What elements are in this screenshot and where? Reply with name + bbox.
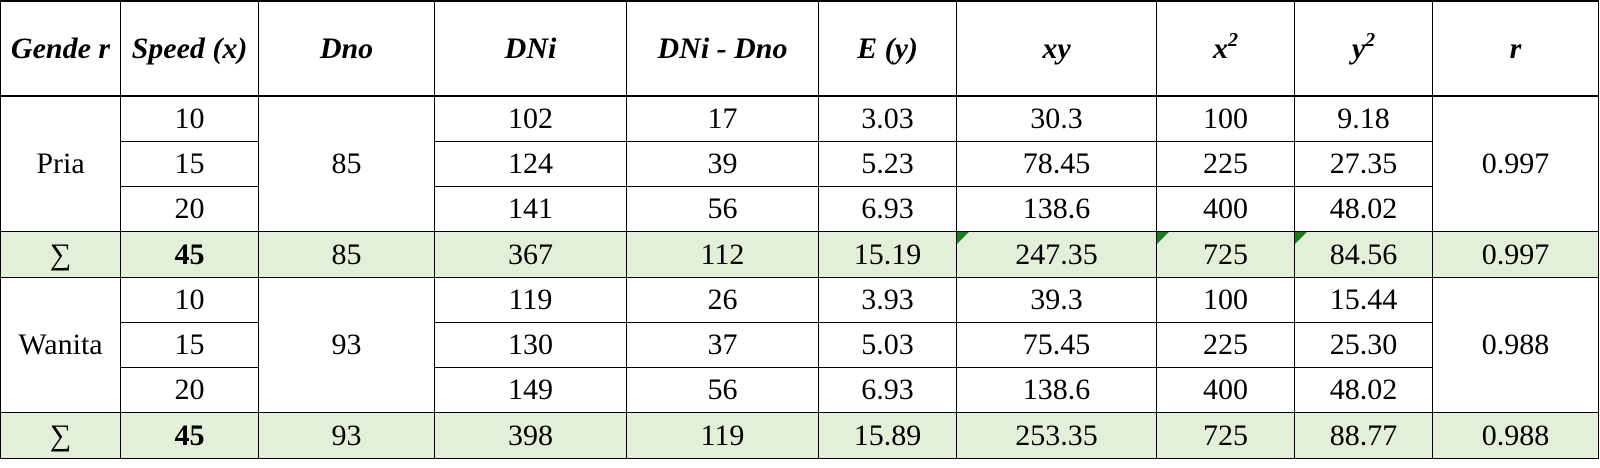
table-row: Pria 10 85 102 17 3.03 30.3 100 9.18 0.9… (0, 96, 1599, 232)
header-y2-exp: 2 (1365, 28, 1376, 51)
sum-x2: 725 (1156, 231, 1295, 278)
diff-cell: 56 (626, 186, 819, 232)
table-row: 15 130 37 5.03 75.45 225 25.30 (1, 322, 1599, 368)
sum-xy: 253.35 (956, 412, 1157, 459)
e-cell: 3.93 (818, 277, 957, 323)
dno-cell: 85 (258, 96, 435, 232)
sum-r: 0.988 (1432, 412, 1599, 459)
table-row: 15 124 39 5.23 78.45 225 27.35 (1, 141, 1599, 187)
sum-xy: 247.35 (956, 231, 1157, 278)
sum-y2: 84.56 (1294, 231, 1433, 278)
x2-cell: 100 (1156, 96, 1295, 142)
header-y2-base: y (1351, 31, 1366, 65)
sum-diff: 112 (626, 231, 819, 278)
xy-cell: 138.6 (956, 367, 1157, 413)
header-dno: Dno (258, 0, 435, 97)
sum-row: ∑ 45 93 398 119 15.89 253.35 725 88.77 0… (0, 412, 1599, 459)
y2-cell: 48.02 (1294, 367, 1433, 413)
speed-cell: 20 (120, 367, 259, 413)
xy-cell: 75.45 (956, 322, 1157, 368)
header-x2-exp: 2 (1228, 28, 1238, 51)
x2-cell: 225 (1156, 141, 1295, 187)
sum-y2: 88.77 (1294, 412, 1433, 459)
dni-cell: 130 (434, 322, 627, 368)
diff-cell: 56 (626, 367, 819, 413)
sum-speed: 45 (120, 412, 259, 459)
y2-cell: 27.35 (1294, 141, 1433, 187)
dni-cell: 141 (434, 186, 627, 232)
sum-e: 15.89 (818, 412, 957, 459)
sum-speed: 45 (120, 231, 259, 278)
x2-cell: 225 (1156, 322, 1295, 368)
diff-cell: 37 (626, 322, 819, 368)
xy-cell: 78.45 (956, 141, 1157, 187)
speed-cell: 15 (120, 322, 259, 368)
x2-cell: 100 (1156, 277, 1295, 323)
diff-cell: 39 (626, 141, 819, 187)
diff-cell: 17 (626, 96, 819, 142)
sum-e: 15.19 (818, 231, 957, 278)
y2-cell: 25.30 (1294, 322, 1433, 368)
sum-dno: 85 (258, 231, 435, 278)
speed-cell: 10 (120, 96, 259, 142)
dni-cell: 124 (434, 141, 627, 187)
header-x2: x2 (1156, 0, 1295, 97)
e-cell: 6.93 (818, 367, 957, 413)
speed-cell: 10 (120, 277, 259, 323)
e-cell: 3.03 (818, 96, 957, 142)
header-xy: xy (956, 0, 1157, 97)
e-cell: 5.23 (818, 141, 957, 187)
sum-row: ∑ 45 85 367 112 15.19 247.35 725 84.56 0… (0, 231, 1599, 278)
r-cell: 0.988 (1432, 277, 1599, 413)
header-y2: y2 (1294, 0, 1433, 97)
r-cell: 0.997 (1432, 96, 1599, 232)
y2-cell: 15.44 (1294, 277, 1433, 323)
x2-cell: 400 (1156, 367, 1295, 413)
e-cell: 6.93 (818, 186, 957, 232)
header-e: E (y) (818, 0, 957, 97)
speed-cell: 15 (120, 141, 259, 187)
header-speed: Speed (x) (120, 0, 259, 97)
xy-cell: 138.6 (956, 186, 1157, 232)
xy-cell: 30.3 (956, 96, 1157, 142)
table-row: Wanita 10 93 119 26 3.93 39.3 100 15.44 … (0, 277, 1599, 413)
header-gender: Gende r (0, 0, 121, 97)
sum-diff: 119 (626, 412, 819, 459)
xy-cell: 39.3 (956, 277, 1157, 323)
y2-cell: 48.02 (1294, 186, 1433, 232)
header-dni: DNi (434, 0, 627, 97)
dni-cell: 119 (434, 277, 627, 323)
header-row: Gende r Speed (x) Dno DNi DNi - Dno E (y… (0, 0, 1599, 97)
sum-dno: 93 (258, 412, 435, 459)
x2-cell: 400 (1156, 186, 1295, 232)
sum-x2: 725 (1156, 412, 1295, 459)
speed-cell: 20 (120, 186, 259, 232)
header-r: r (1432, 0, 1599, 97)
sum-symbol: ∑ (0, 231, 121, 278)
sum-dni: 398 (434, 412, 627, 459)
sum-r: 0.997 (1432, 231, 1599, 278)
sum-dni: 367 (434, 231, 627, 278)
header-dni-dno: DNi - Dno (626, 0, 819, 97)
dni-cell: 149 (434, 367, 627, 413)
dni-cell: 102 (434, 96, 627, 142)
header-x2-base: x (1213, 31, 1228, 65)
dno-cell: 93 (258, 277, 435, 413)
gender-cell: Pria (0, 96, 121, 232)
gender-cell: Wanita (0, 277, 121, 413)
e-cell: 5.03 (818, 322, 957, 368)
diff-cell: 26 (626, 277, 819, 323)
table-row: 20 149 56 6.93 138.6 400 48.02 (1, 367, 1599, 413)
table-row: 20 141 56 6.93 138.6 400 48.02 (1, 186, 1599, 232)
y2-cell: 9.18 (1294, 96, 1433, 142)
sum-symbol: ∑ (0, 412, 121, 459)
